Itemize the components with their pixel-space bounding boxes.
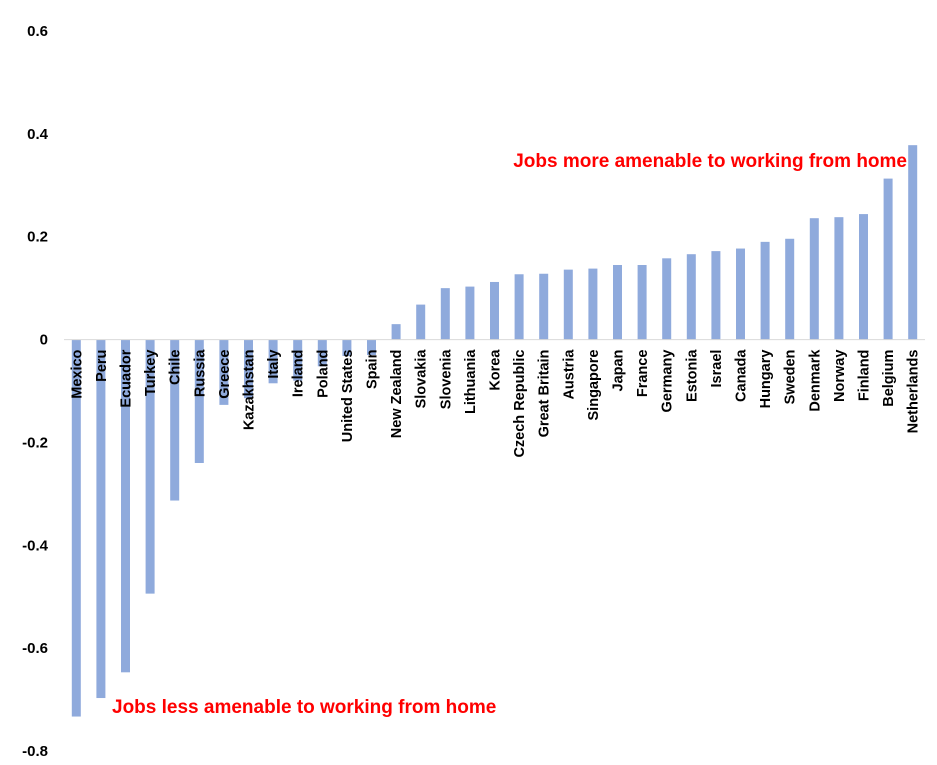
bar-norway — [834, 217, 844, 340]
category-label: Czech Republic — [512, 350, 528, 458]
bar-slovakia — [416, 304, 426, 340]
category-label: Slovakia — [414, 349, 430, 409]
bar-denmark — [809, 218, 819, 340]
category-label: Russia — [192, 349, 208, 397]
y-tick-label: 0.4 — [27, 126, 49, 143]
category-label: Lithuania — [463, 349, 479, 414]
bar-mexico — [71, 339, 81, 717]
annotation-less-amenable: Jobs less amenable to working from home — [112, 697, 496, 718]
bar-austria — [563, 269, 573, 340]
bar-ireland — [293, 339, 303, 381]
bar-singapore — [588, 268, 598, 340]
annotation-more-amenable: Jobs more amenable to working from home — [513, 151, 907, 172]
bar-estonia — [686, 254, 696, 340]
y-tick-label: 0.6 — [27, 23, 48, 40]
bar-slovenia — [440, 288, 450, 340]
y-tick-label: -0.8 — [22, 743, 48, 760]
category-label: Kazakhstan — [242, 350, 258, 431]
bar-peru — [96, 339, 106, 699]
bar-new-zealand — [391, 324, 401, 340]
bar-lithuania — [465, 286, 475, 340]
bar-czech-republic — [514, 274, 524, 340]
category-label: Netherlands — [906, 350, 922, 434]
bar-italy — [268, 339, 278, 384]
bar-korea — [490, 281, 499, 340]
bar-poland — [317, 339, 327, 367]
bar-turkey — [145, 339, 155, 594]
category-label: Belgium — [881, 350, 897, 407]
bar-belgium — [883, 178, 893, 340]
y-tick-label: -0.6 — [22, 640, 48, 657]
category-label: Italy — [266, 350, 282, 379]
bar-great-britain — [539, 273, 549, 340]
category-label: Sweden — [783, 350, 799, 405]
category-label: Spain — [365, 350, 381, 389]
bar-hungary — [760, 241, 770, 340]
category-label: Hungary — [758, 350, 774, 409]
bar-finland — [859, 214, 868, 340]
category-label: Korea — [488, 349, 504, 391]
category-label: France — [635, 350, 651, 398]
category-label: Israel — [709, 350, 725, 388]
bar-japan — [613, 265, 622, 340]
category-label: Ireland — [291, 350, 307, 398]
category-label: Germany — [660, 350, 676, 413]
bar-spain — [367, 339, 376, 355]
y-tick-label: -0.2 — [22, 434, 48, 451]
bars — [71, 145, 918, 717]
category-label: Finland — [857, 350, 873, 402]
category-label: Canada — [734, 349, 750, 402]
category-label: Norway — [832, 350, 848, 402]
y-tick-label: -0.4 — [22, 537, 49, 554]
bar-kazakhstan — [244, 339, 253, 399]
bar-sweden — [785, 238, 795, 340]
bar-netherlands — [908, 145, 918, 340]
category-label: Greece — [217, 350, 233, 399]
bar-canada — [736, 248, 745, 340]
bar-israel — [711, 251, 721, 340]
category-label: Japan — [611, 350, 627, 392]
category-label: Great Britain — [537, 350, 553, 438]
bar-united-states — [342, 339, 352, 357]
category-label: Denmark — [807, 349, 823, 412]
category-label: Estonia — [684, 349, 700, 402]
bar-france — [637, 265, 647, 340]
category-label: Austria — [561, 349, 577, 400]
category-label: Singapore — [586, 350, 602, 421]
category-label: Slovenia — [438, 349, 454, 410]
category-label: New Zealand — [389, 350, 405, 439]
category-label: Peru — [94, 350, 110, 382]
category-label: United States — [340, 350, 356, 443]
bar-germany — [662, 258, 672, 340]
bar-greece — [219, 339, 229, 405]
bar-russia — [194, 339, 204, 463]
bar-ecuador — [121, 339, 130, 673]
category-label: Turkey — [143, 350, 159, 396]
y-tick-label: 0 — [40, 332, 48, 349]
category-label: Poland — [315, 350, 331, 398]
category-labels: Mexico Peru Ecuador Turkey Chile Russia Greece… — [69, 349, 921, 458]
category-label: Ecuador — [119, 349, 135, 407]
category-label: Chile — [168, 350, 184, 385]
y-tick-label: 0.2 — [27, 229, 48, 246]
category-label: Mexico — [69, 349, 85, 398]
bar-chile — [170, 339, 180, 501]
y-axis-tick-labels: 0.6 0.4 0.2 0 -0.2 -0.4 -0.6 -0.8 — [22, 23, 49, 760]
